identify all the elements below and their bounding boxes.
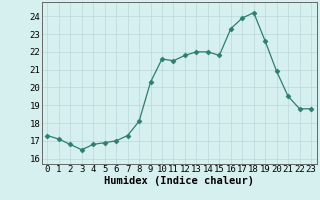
X-axis label: Humidex (Indice chaleur): Humidex (Indice chaleur) (104, 176, 254, 186)
